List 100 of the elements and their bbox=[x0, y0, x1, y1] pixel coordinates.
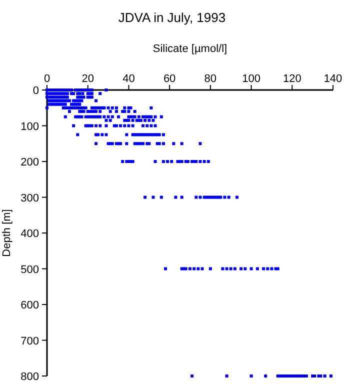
point bbox=[152, 118, 155, 122]
point bbox=[240, 267, 243, 270]
x-tick-label: 80 bbox=[204, 73, 217, 85]
point bbox=[180, 196, 184, 199]
point bbox=[108, 110, 112, 113]
point bbox=[221, 267, 224, 270]
point bbox=[233, 267, 236, 270]
point bbox=[98, 124, 102, 128]
point bbox=[162, 160, 165, 163]
point bbox=[125, 142, 128, 146]
point bbox=[106, 106, 110, 110]
point bbox=[146, 124, 149, 128]
point bbox=[148, 118, 151, 122]
x-tick-label: 60 bbox=[163, 73, 176, 85]
point bbox=[196, 267, 200, 270]
point bbox=[104, 88, 108, 92]
point bbox=[194, 196, 198, 199]
point bbox=[108, 118, 112, 122]
point bbox=[150, 106, 153, 110]
point bbox=[154, 115, 157, 118]
point bbox=[162, 142, 165, 146]
y-tick-label: 200 bbox=[20, 156, 39, 168]
point bbox=[104, 118, 108, 122]
point bbox=[119, 142, 122, 146]
point bbox=[110, 106, 114, 110]
point bbox=[225, 374, 228, 378]
point bbox=[200, 267, 204, 270]
point bbox=[170, 160, 174, 163]
x-tick-label: 100 bbox=[242, 73, 260, 85]
point bbox=[256, 267, 259, 270]
point bbox=[190, 374, 194, 378]
point bbox=[206, 160, 210, 163]
point bbox=[160, 115, 163, 118]
point bbox=[76, 133, 80, 136]
point bbox=[64, 115, 67, 118]
point bbox=[172, 142, 176, 146]
x-tick-label: 40 bbox=[122, 73, 135, 85]
y-tick-label: 100 bbox=[20, 120, 39, 133]
point bbox=[98, 110, 102, 113]
point bbox=[68, 110, 71, 113]
y-tick-label: 300 bbox=[20, 192, 39, 204]
point bbox=[225, 267, 228, 270]
y-tick-label: 600 bbox=[20, 300, 39, 312]
y-tick-label: 0 bbox=[32, 85, 39, 97]
point bbox=[235, 196, 238, 199]
point bbox=[270, 267, 274, 270]
point bbox=[160, 196, 163, 199]
point bbox=[162, 133, 165, 136]
point bbox=[133, 110, 136, 113]
point bbox=[144, 196, 147, 199]
point bbox=[81, 92, 84, 96]
point bbox=[227, 196, 230, 199]
point bbox=[117, 115, 120, 118]
point bbox=[94, 110, 98, 113]
point bbox=[262, 267, 266, 270]
point bbox=[188, 267, 192, 270]
x-tick-label: 20 bbox=[82, 73, 94, 85]
point bbox=[152, 196, 155, 199]
point bbox=[106, 115, 110, 118]
point bbox=[104, 133, 108, 136]
point bbox=[131, 118, 134, 122]
point bbox=[110, 115, 114, 118]
point bbox=[250, 267, 253, 270]
point bbox=[123, 124, 126, 128]
point bbox=[244, 267, 247, 270]
point bbox=[94, 99, 98, 102]
y-axis-title: Depth [m] bbox=[1, 209, 13, 257]
x-axis-title: Silicate [µmol/l] bbox=[152, 43, 228, 55]
point bbox=[121, 160, 124, 163]
point bbox=[131, 124, 134, 128]
point bbox=[137, 115, 140, 118]
x-tick-label: 140 bbox=[324, 73, 342, 85]
point bbox=[266, 267, 270, 270]
y-tick-label: 500 bbox=[20, 264, 39, 276]
x-tick-label: 120 bbox=[282, 73, 302, 85]
point bbox=[127, 124, 130, 128]
point bbox=[180, 142, 184, 146]
point bbox=[142, 124, 145, 128]
point bbox=[123, 106, 126, 110]
point bbox=[154, 160, 157, 163]
point bbox=[198, 196, 202, 199]
point bbox=[154, 124, 157, 128]
point bbox=[329, 374, 332, 378]
point bbox=[208, 267, 212, 270]
point bbox=[166, 160, 170, 163]
point bbox=[150, 124, 153, 128]
point bbox=[223, 196, 226, 199]
point bbox=[202, 160, 206, 163]
chart-title: JDVA in July, 1993 bbox=[118, 10, 226, 25]
point bbox=[264, 374, 268, 378]
y-tick-label: 700 bbox=[20, 335, 39, 348]
point bbox=[250, 374, 253, 378]
point bbox=[119, 124, 122, 128]
point bbox=[100, 133, 104, 136]
point bbox=[94, 142, 98, 146]
point bbox=[144, 118, 147, 122]
point bbox=[72, 124, 76, 128]
point bbox=[125, 133, 128, 136]
point bbox=[114, 106, 118, 110]
y-tick-label: 400 bbox=[20, 228, 39, 240]
